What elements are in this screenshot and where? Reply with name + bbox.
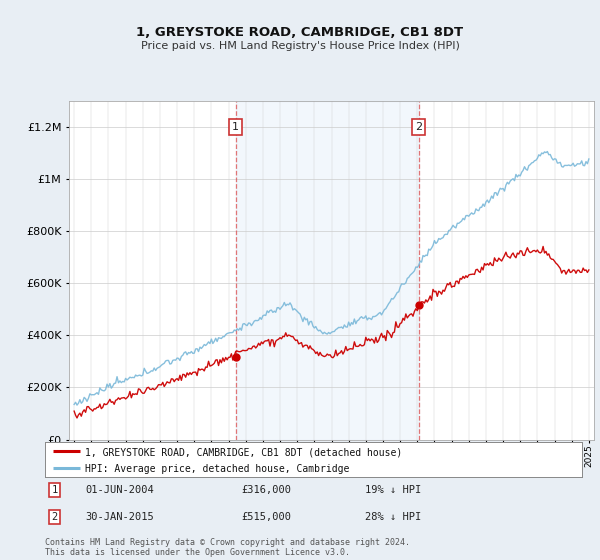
Text: 1: 1: [52, 485, 58, 495]
Text: 2: 2: [52, 512, 58, 522]
Text: 2: 2: [415, 122, 422, 132]
Text: 1, GREYSTOKE ROAD, CAMBRIDGE, CB1 8DT: 1, GREYSTOKE ROAD, CAMBRIDGE, CB1 8DT: [136, 26, 464, 39]
Bar: [236, 101, 419, 440]
Text: £316,000: £316,000: [241, 485, 291, 495]
Text: £515,000: £515,000: [241, 512, 291, 522]
Text: 28% ↓ HPI: 28% ↓ HPI: [365, 512, 421, 522]
Text: 1, GREYSTOKE ROAD, CAMBRIDGE, CB1 8DT (detached house): 1, GREYSTOKE ROAD, CAMBRIDGE, CB1 8DT (d…: [85, 447, 403, 457]
Text: Contains HM Land Registry data © Crown copyright and database right 2024.
This d: Contains HM Land Registry data © Crown c…: [45, 538, 410, 557]
Text: 30-JAN-2015: 30-JAN-2015: [85, 512, 154, 522]
Text: HPI: Average price, detached house, Cambridge: HPI: Average price, detached house, Camb…: [85, 464, 350, 474]
Text: 01-JUN-2004: 01-JUN-2004: [85, 485, 154, 495]
Text: 19% ↓ HPI: 19% ↓ HPI: [365, 485, 421, 495]
Text: Price paid vs. HM Land Registry's House Price Index (HPI): Price paid vs. HM Land Registry's House …: [140, 41, 460, 51]
Text: 1: 1: [232, 122, 239, 132]
